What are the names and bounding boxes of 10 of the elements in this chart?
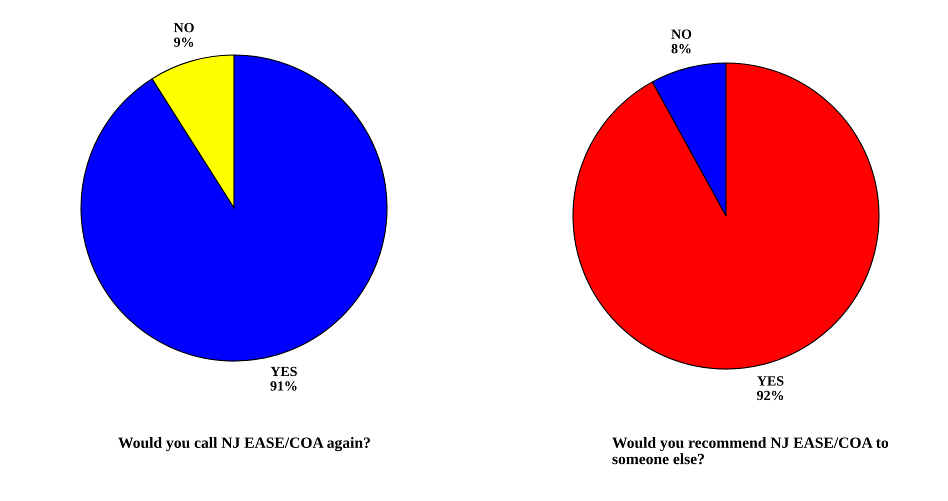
slice-label: YES xyxy=(757,376,784,386)
data-label: 91% xyxy=(270,381,297,391)
slice-label: NO xyxy=(671,29,692,39)
data-label: 92% xyxy=(757,390,784,400)
slice-label: YES xyxy=(270,366,297,376)
text: Would you recommend NJ EASE/COA to someone else? xyxy=(612,437,888,464)
data-label: 9% xyxy=(174,37,194,47)
slice-label: NO xyxy=(174,22,194,32)
text: Would you call NJ EASE/COA again? xyxy=(118,437,370,452)
data-label: 8% xyxy=(672,44,691,54)
